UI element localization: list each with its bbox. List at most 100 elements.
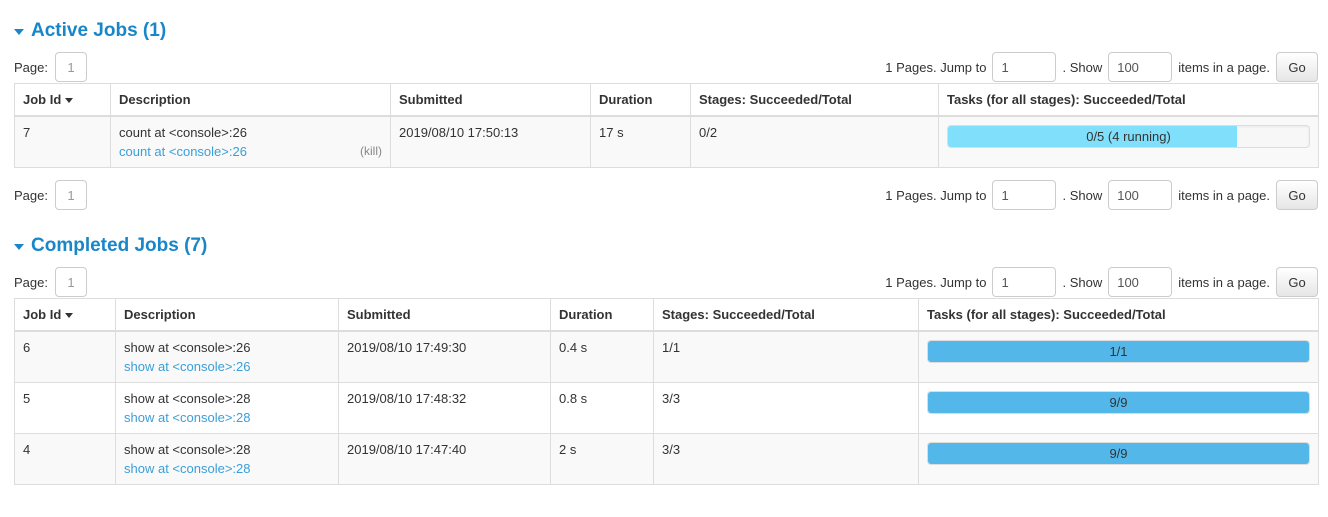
- cell-description: show at <console>:28 show at <console>:2…: [115, 433, 339, 485]
- cell-duration: 0.4 s: [550, 330, 654, 383]
- active-jobs-table-body: 7 count at <console>:26 count at <consol…: [14, 115, 1319, 168]
- pager-right-group: 1 Pages. Jump to . Show items in a page.…: [885, 51, 1318, 83]
- sort-descending-icon: [65, 313, 74, 318]
- cell-description: count at <console>:26 count at <console>…: [110, 115, 391, 168]
- table-header-row: Job Id Description Submitted Duration St…: [14, 298, 1319, 332]
- cell-duration: 17 s: [590, 115, 691, 168]
- completed-jobs-section-header[interactable]: Completed Jobs (7): [0, 236, 1328, 255]
- tasks-progress-label: 0/5 (4 running): [1086, 129, 1171, 144]
- column-header-job-id-label: Job Id: [23, 92, 62, 107]
- job-description-link[interactable]: count at <console>:26 (kill): [119, 144, 382, 159]
- tasks-progress-bar: 1/1: [927, 340, 1310, 363]
- pager-right-group: 1 Pages. Jump to . Show items in a page.…: [885, 266, 1318, 298]
- sort-descending-icon: [65, 98, 74, 103]
- job-description-link[interactable]: show at <console>:28: [124, 410, 251, 425]
- cell-stages: 3/3: [653, 433, 919, 485]
- cell-tasks: 0/5 (4 running): [938, 115, 1319, 168]
- pager-right-group: 1 Pages. Jump to . Show items in a page.…: [885, 179, 1318, 211]
- tasks-progress-bar: 9/9: [927, 442, 1310, 465]
- tasks-progress-fill: [928, 341, 1309, 362]
- pager-left-group: Page:: [14, 179, 87, 211]
- cell-job-id: 4: [14, 433, 116, 485]
- tasks-progress-label: 1/1: [1109, 344, 1128, 359]
- job-description-text: show at <console>:26: [124, 340, 251, 355]
- items-in-page-label: items in a page.: [1178, 187, 1270, 203]
- items-in-page-label: items in a page.: [1178, 274, 1270, 290]
- pager-left-group: Page:: [14, 51, 87, 83]
- column-header-duration[interactable]: Duration: [590, 83, 691, 117]
- page-label: Page:: [14, 59, 48, 75]
- show-label: . Show: [1062, 274, 1103, 290]
- column-header-job-id[interactable]: Job Id: [14, 298, 116, 332]
- cell-stages: 0/2: [690, 115, 939, 168]
- job-description-text: count at <console>:26: [119, 125, 247, 140]
- items-in-page-label: items in a page.: [1178, 59, 1270, 75]
- active-jobs-table: Job Id Description Submitted Duration St…: [14, 83, 1319, 168]
- cell-tasks: 9/9: [918, 382, 1319, 434]
- pages-jump-label: 1 Pages. Jump to: [885, 59, 987, 75]
- job-description-link[interactable]: show at <console>:26: [124, 359, 251, 374]
- go-button[interactable]: Go: [1276, 52, 1318, 82]
- table-row: 7 count at <console>:26 count at <consol…: [14, 115, 1319, 168]
- active-jobs-table-head: Job Id Description Submitted Duration St…: [14, 83, 1319, 117]
- jump-to-page-input[interactable]: [992, 52, 1057, 82]
- tasks-progress-label: 9/9: [1109, 395, 1128, 410]
- column-header-job-id[interactable]: Job Id: [14, 83, 111, 117]
- cell-duration: 2 s: [550, 433, 654, 485]
- cell-duration: 0.8 s: [550, 382, 654, 434]
- tasks-progress-bar: 9/9: [927, 391, 1310, 414]
- jump-to-page-input[interactable]: [992, 267, 1057, 297]
- cell-job-id: 5: [14, 382, 116, 434]
- items-per-page-input[interactable]: [1108, 180, 1173, 210]
- job-description-text: show at <console>:28: [124, 442, 251, 457]
- cell-submitted: 2019/08/10 17:47:40: [338, 433, 551, 485]
- tasks-progress-label: 9/9: [1109, 446, 1128, 461]
- column-header-description[interactable]: Description: [110, 83, 391, 117]
- column-header-duration[interactable]: Duration: [550, 298, 654, 332]
- cell-stages: 1/1: [653, 330, 919, 383]
- job-description-link[interactable]: show at <console>:28: [124, 461, 251, 476]
- cell-stages: 3/3: [653, 382, 919, 434]
- jump-to-page-input[interactable]: [992, 180, 1057, 210]
- completed-jobs-pagination-top: Page: 1 Pages. Jump to . Show items in a…: [0, 266, 1328, 298]
- table-row: 6 show at <console>:26 show at <console>…: [14, 330, 1319, 383]
- column-header-job-id-label: Job Id: [23, 307, 62, 322]
- items-per-page-input[interactable]: [1108, 267, 1173, 297]
- job-description-link-label: count at <console>:26: [119, 144, 247, 159]
- tasks-progress-fill: [948, 126, 1237, 147]
- current-page-input[interactable]: [54, 267, 87, 297]
- tasks-progress-fill: [928, 392, 1309, 413]
- cell-job-id: 6: [14, 330, 116, 383]
- column-header-submitted[interactable]: Submitted: [338, 298, 551, 332]
- current-page-input[interactable]: [54, 180, 87, 210]
- column-header-description[interactable]: Description: [115, 298, 339, 332]
- pages-jump-label: 1 Pages. Jump to: [885, 187, 987, 203]
- tasks-progress-fill: [928, 443, 1309, 464]
- go-button[interactable]: Go: [1276, 180, 1318, 210]
- cell-job-id: 7: [14, 115, 111, 168]
- items-per-page-input[interactable]: [1108, 52, 1173, 82]
- cell-submitted: 2019/08/10 17:48:32: [338, 382, 551, 434]
- active-jobs-pagination-bottom: Page: 1 Pages. Jump to . Show items in a…: [0, 179, 1328, 211]
- go-button[interactable]: Go: [1276, 267, 1318, 297]
- column-header-stages[interactable]: Stages: Succeeded/Total: [653, 298, 919, 332]
- column-header-submitted[interactable]: Submitted: [390, 83, 591, 117]
- column-header-tasks[interactable]: Tasks (for all stages): Succeeded/Total: [938, 83, 1319, 117]
- cell-tasks: 9/9: [918, 433, 1319, 485]
- current-page-input[interactable]: [54, 52, 87, 82]
- page-label: Page:: [14, 274, 48, 290]
- cell-description: show at <console>:28 show at <console>:2…: [115, 382, 339, 434]
- completed-jobs-table-head: Job Id Description Submitted Duration St…: [14, 298, 1319, 332]
- active-jobs-pagination-top: Page: 1 Pages. Jump to . Show items in a…: [0, 51, 1328, 83]
- column-header-stages[interactable]: Stages: Succeeded/Total: [690, 83, 939, 117]
- column-header-tasks[interactable]: Tasks (for all stages): Succeeded/Total: [918, 298, 1319, 332]
- kill-job-link[interactable]: (kill): [360, 144, 382, 158]
- active-jobs-section-header[interactable]: Active Jobs (1): [0, 21, 1328, 40]
- cell-tasks: 1/1: [918, 330, 1319, 383]
- spark-jobs-page: Active Jobs (1) Page: 1 Pages. Jump to .…: [0, 21, 1328, 485]
- cell-submitted: 2019/08/10 17:50:13: [390, 115, 591, 168]
- show-label: . Show: [1062, 59, 1103, 75]
- show-label: . Show: [1062, 187, 1103, 203]
- table-row: 4 show at <console>:28 show at <console>…: [14, 433, 1319, 485]
- cell-description: show at <console>:26 show at <console>:2…: [115, 330, 339, 383]
